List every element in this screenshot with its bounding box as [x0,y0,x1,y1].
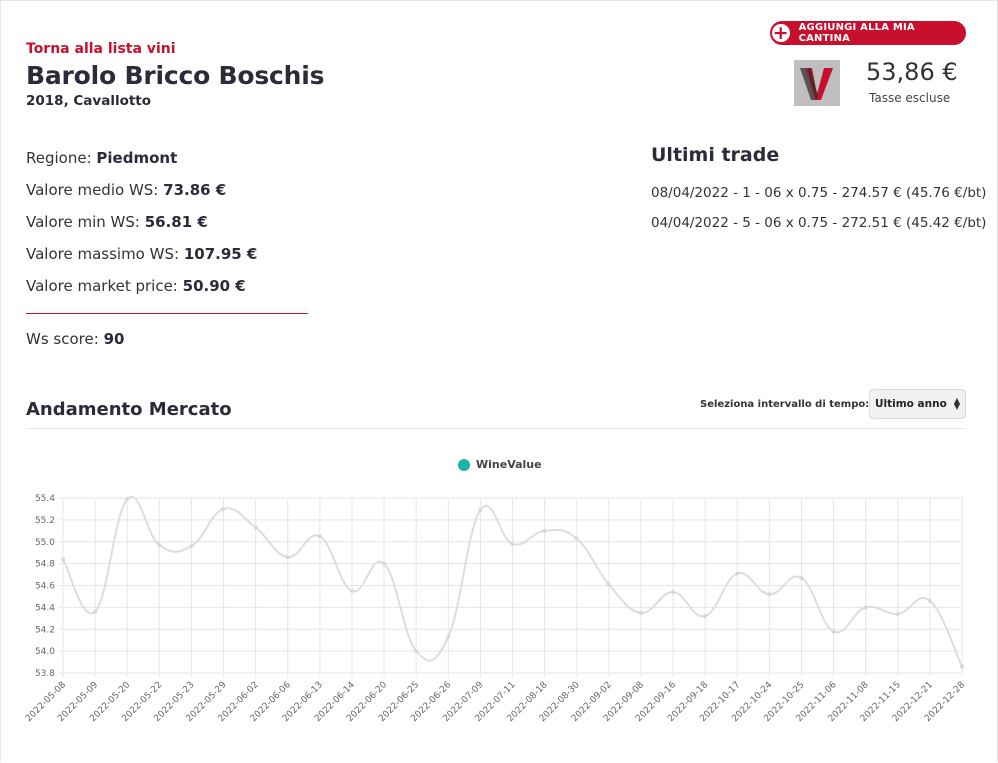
data-point [157,543,162,548]
avg-value-label: Valore medio WS: [26,181,159,199]
trade-row: 08/04/2022 - 1 - 06 x 0.75 - 274.57 € (4… [651,185,987,201]
data-point [606,582,611,587]
back-to-list-link[interactable]: Torna alla lista vini [26,41,176,57]
y-tick-label: 54.8 [35,560,55,570]
data-point [542,528,547,533]
price-note: Tasse escluse [869,91,951,105]
y-tick-label: 54.0 [35,647,55,657]
data-point [317,534,322,539]
data-point [446,634,451,639]
max-value: 107.95 € [183,245,258,263]
market-section-title: Andamento Mercato [26,399,232,420]
y-tick-label: 55.0 [35,538,55,548]
select-arrows-icon: ▲ ▼ [953,396,960,411]
data-point [895,611,900,616]
data-point [767,592,772,597]
data-point [349,588,354,593]
add-to-cellar-button[interactable]: + AGGIUNGI ALLA MIA CANTINA [770,21,966,45]
avg-value: 73.86 € [163,181,227,199]
data-point [831,629,836,634]
ws-score-label: Ws score: [26,330,99,348]
data-point [574,536,579,541]
chart-legend[interactable]: WineValue [458,458,542,471]
data-point [382,561,387,566]
y-tick-label: 54.6 [35,582,55,592]
add-to-cellar-label: AGGIUNGI ALLA MIA CANTINA [798,22,915,44]
min-value-label: Valore min WS: [26,213,140,231]
data-point [478,508,483,513]
region-label: Regione: [26,149,92,167]
price-value: 53,86 € [866,58,958,86]
avg-value-row: Valore medio WS: 73.86 € [26,181,226,199]
legend-swatch [458,458,470,471]
min-value-row: Valore min WS: 56.81 € [26,213,208,231]
data-point [189,544,194,549]
data-point [960,664,964,669]
trade-row: 04/04/2022 - 5 - 06 x 0.75 - 272.51 € (4… [651,215,987,231]
data-point [61,557,65,562]
market-price-label: Valore market price: [26,277,178,295]
max-value-label: Valore massimo WS: [26,245,180,263]
y-tick-label: 54.4 [35,603,55,613]
wine-value-line [62,495,963,667]
ws-score-value: 90 [103,330,125,348]
data-point [735,571,740,576]
data-point [414,649,419,654]
brand-logo [794,60,840,106]
ws-score-row: Ws score: 90 [26,330,124,348]
market-price-value: 50.90 € [182,277,246,295]
data-point [285,555,290,560]
data-point [510,541,515,546]
interval-selected-value: Ultimo anno [875,398,947,410]
info-divider [26,313,308,314]
wine-title: Barolo Bricco Boschis [26,61,325,90]
max-value-row: Valore massimo WS: 107.95 € [26,245,257,263]
data-point [927,598,932,603]
data-point [703,614,708,619]
y-tick-label: 55.2 [35,516,55,526]
y-tick-label: 55.4 [35,494,55,504]
plus-circle-icon: + [771,21,791,44]
interval-select[interactable]: Ultimo anno ▲ ▼ [869,389,966,419]
legend-label: WineValue [476,458,542,471]
wine-subtitle: 2018, Cavallotto [26,93,152,109]
interval-label: Seleziona intervallo di tempo: [700,399,870,410]
y-tick-label: 53.8 [35,669,55,679]
data-point [93,609,98,614]
data-point [125,497,130,502]
region-value: Piedmont [96,149,178,167]
market-line-chart: 53.854.054.254.454.654.855.055.255.42022… [24,494,967,724]
section-divider [26,428,966,429]
trades-title: Ultimi trade [651,144,780,166]
y-tick-label: 54.2 [35,625,55,635]
data-point [863,605,868,610]
data-point [799,575,804,580]
data-point [253,525,258,530]
data-point [221,506,226,511]
data-point [638,610,643,615]
data-point [671,590,676,595]
region-row: Regione: Piedmont [26,149,177,167]
market-price-row: Valore market price: 50.90 € [26,277,246,295]
min-value: 56.81 € [144,213,208,231]
